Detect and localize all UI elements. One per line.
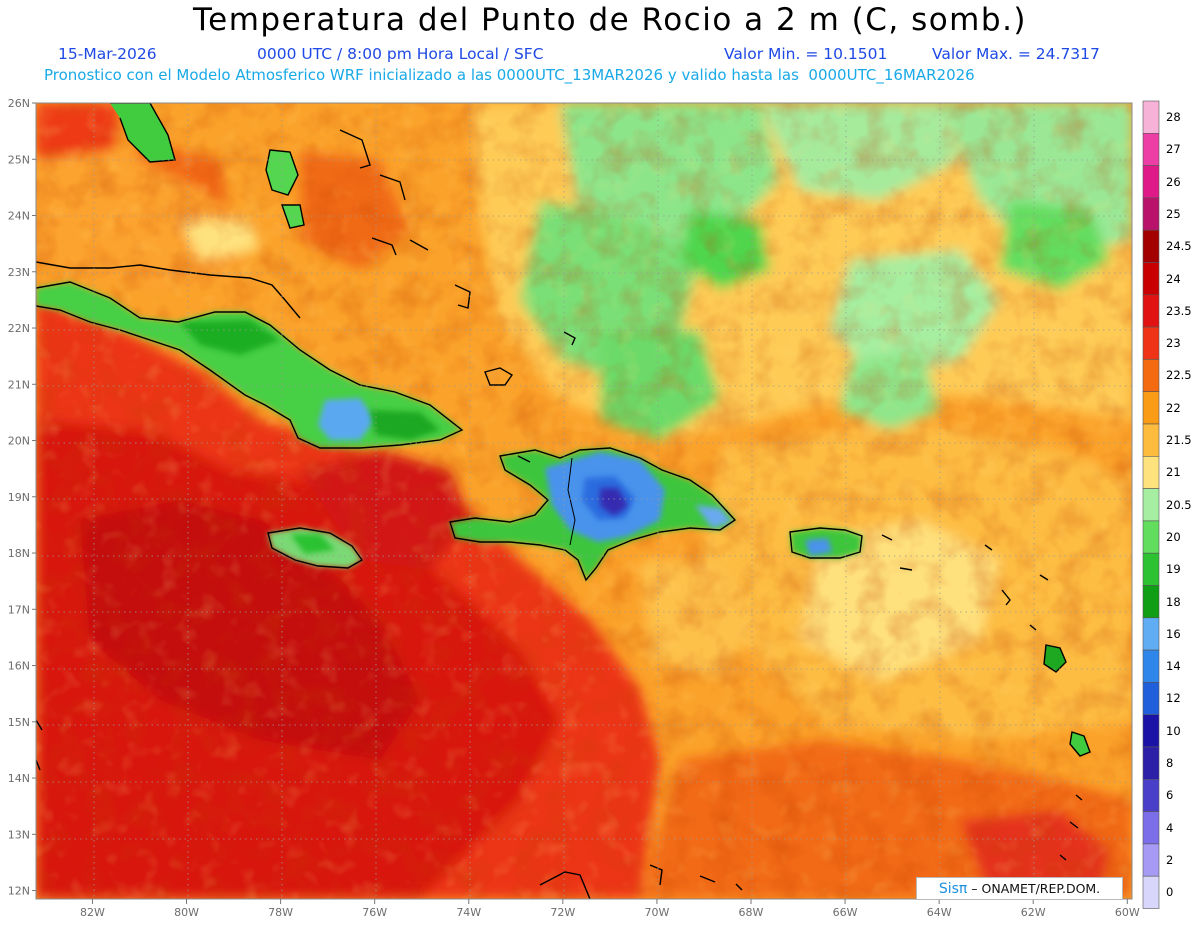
colorbar-swatch <box>1142 423 1160 457</box>
colorbar-swatch <box>1142 197 1160 231</box>
lat-tick-label: 15N <box>8 716 30 729</box>
lon-tick-label: 74W <box>456 906 481 919</box>
lat-tick-label: 14N <box>8 772 30 785</box>
colorbar-label: 27 <box>1166 142 1181 157</box>
colorbar-swatch <box>1142 455 1160 489</box>
colorbar-swatch <box>1142 262 1160 296</box>
lat-tick-label: 16N <box>8 660 30 673</box>
lat-tick-label: 24N <box>8 210 30 223</box>
colorbar-label: 24 <box>1166 271 1181 286</box>
coastlines <box>36 103 1091 899</box>
lon-tick-label: 68W <box>739 906 764 919</box>
colorbar-label: 25 <box>1166 206 1181 221</box>
colorbar-swatch <box>1142 229 1160 263</box>
value-min: Valor Min. = 10.1501 <box>724 45 888 63</box>
lon-tick-label: 60W <box>1115 906 1140 919</box>
colorbar-label: 23.5 <box>1166 303 1192 318</box>
colorbar-label: 16 <box>1166 626 1181 641</box>
colorbar-swatch <box>1142 714 1160 748</box>
lon-tick-label: 72W <box>550 906 575 919</box>
colorbar-label: 10 <box>1166 723 1181 738</box>
map-title: Temperatura del Punto de Rocio a 2 m (C,… <box>192 2 1028 38</box>
axis-ticks: 26N 25N 24N 23N 22N 21N 20N 19N 18N 17N 16N 15N 14N 1… <box>8 97 1140 919</box>
value-max: Valor Max. = 24.7317 <box>932 45 1100 63</box>
colorbar-swatch <box>1142 100 1160 134</box>
forecast-description: Pronostico con el Modelo Atmosferico WRF… <box>44 66 975 84</box>
lon-tick-label: 80W <box>174 906 199 919</box>
colorbar-swatch <box>1142 552 1160 586</box>
colorbar-swatch <box>1142 488 1160 522</box>
lat-tick-label: 26N <box>8 97 30 110</box>
lat-tick-label: 12N <box>8 885 30 898</box>
lon-tick-label: 62W <box>1021 906 1046 919</box>
colorbar-label: 21 <box>1166 465 1181 480</box>
field-shading <box>36 103 1132 899</box>
lon-tick-label: 78W <box>268 906 293 919</box>
colorbar-swatch <box>1142 520 1160 554</box>
credit-box: Sisπ – ONAMET/REP.DOM. <box>916 877 1123 900</box>
colorbar-swatch <box>1142 359 1160 392</box>
lat-tick-label: 19N <box>8 491 30 504</box>
lon-tick-label: 76W <box>362 906 387 919</box>
colorbar-swatch <box>1142 391 1160 425</box>
lat-tick-label: 13N <box>8 828 30 841</box>
colorbar-swatch <box>1142 326 1160 360</box>
grid-lines <box>36 103 1132 899</box>
colorbar-label: 22 <box>1166 400 1181 415</box>
landmasses <box>36 103 1090 756</box>
lat-tick-label: 18N <box>8 547 30 560</box>
colorbar-label: 26 <box>1166 174 1181 189</box>
colorbar-label: 8 <box>1166 756 1174 770</box>
lon-tick-label: 70W <box>644 906 669 919</box>
sispi-logo: Sisπ <box>938 881 968 897</box>
lat-tick-label: 25N <box>8 153 30 166</box>
lat-tick-label: 22N <box>8 322 30 335</box>
colorbar-label: 24.5 <box>1166 239 1192 254</box>
colorbar-swatch <box>1142 843 1160 877</box>
colorbar-label: 6 <box>1166 788 1174 803</box>
lat-tick-label: 21N <box>8 378 30 391</box>
colorbar-swatch <box>1142 682 1160 716</box>
colorbar-swatch <box>1142 585 1160 619</box>
lon-tick-label: 64W <box>927 906 952 919</box>
colorbar-swatch <box>1142 875 1160 909</box>
colorbar-label: 12 <box>1166 691 1181 706</box>
colorbar-swatch <box>1142 617 1160 651</box>
colorbar-swatch <box>1142 294 1160 328</box>
colorbar-label: 0 <box>1166 885 1174 900</box>
colorbar-label: 28 <box>1166 110 1181 124</box>
map-frame <box>35 102 1133 900</box>
colorbar-label: 4 <box>1166 820 1174 835</box>
colorbar-label: 21.5 <box>1166 433 1192 447</box>
colorbar-label: 23 <box>1166 336 1181 351</box>
colorbar-swatch <box>1142 778 1160 812</box>
colorbar-label: 14 <box>1166 659 1181 674</box>
colorbar-label: 2 <box>1166 852 1174 867</box>
credit-text: – ONAMET/REP.DOM. <box>971 881 1101 896</box>
colorbar-label: 19 <box>1166 562 1181 577</box>
colorbar-label: 20.5 <box>1166 497 1192 512</box>
colorbar-label: 18 <box>1166 594 1181 609</box>
colorbar-label: 20 <box>1166 529 1181 544</box>
colorbar <box>1142 100 1160 909</box>
lon-tick-label: 82W <box>80 906 105 919</box>
colorbar-swatch <box>1142 165 1160 199</box>
lat-tick-label: 17N <box>8 603 30 616</box>
valid-time: 0000 UTC / 8:00 pm Hora Local / SFC <box>257 45 544 63</box>
lat-tick-label: 20N <box>8 435 30 448</box>
valid-date: 15-Mar-2026 <box>58 45 157 63</box>
colorbar-swatch <box>1142 133 1160 166</box>
colorbar-swatch <box>1142 746 1160 780</box>
lon-tick-label: 66W <box>833 906 858 919</box>
lat-tick-label: 23N <box>8 266 30 279</box>
colorbar-swatch <box>1142 811 1160 845</box>
colorbar-label: 22.5 <box>1166 368 1192 383</box>
colorbar-swatch <box>1142 649 1160 683</box>
